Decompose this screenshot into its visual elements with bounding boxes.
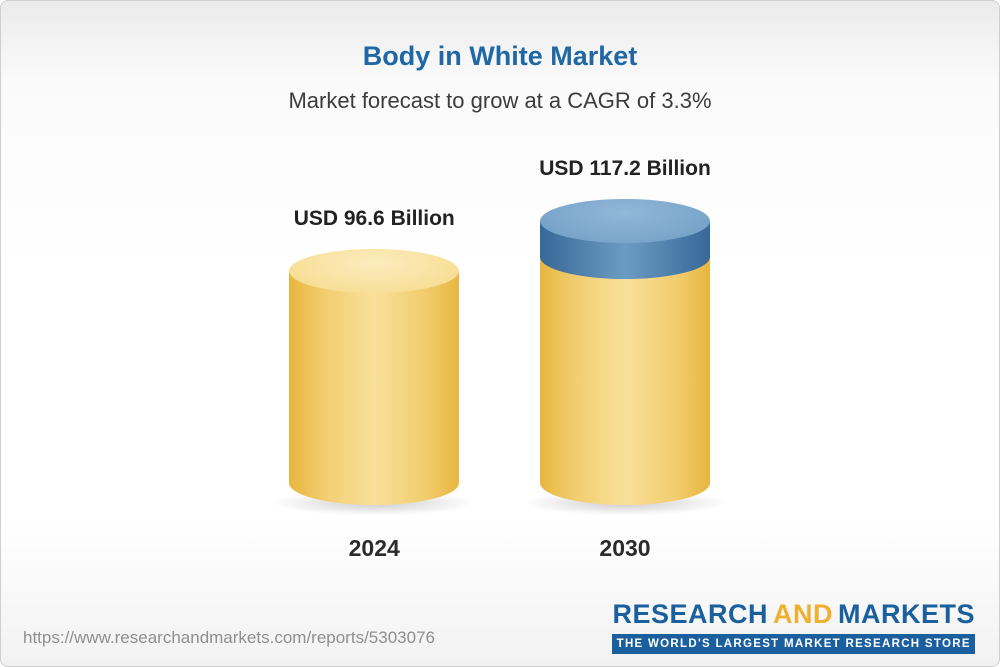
logo-wordmark: RESEARCH AND MARKETS (612, 599, 975, 630)
logo-word-markets: MARKETS (838, 599, 975, 629)
logo-research-and-markets: RESEARCH AND MARKETS THE WORLD'S LARGEST M… (612, 599, 975, 654)
chart-subtitle: Market forecast to grow at a CAGR of 3.3… (288, 88, 712, 113)
x-axis-label: 2024 (348, 535, 400, 561)
logo-tagline: THE WORLD'S LARGEST MARKET RESEARCH STOR… (612, 634, 975, 654)
logo-word-and: AND (773, 599, 833, 629)
cylinder-top-face (289, 249, 460, 293)
bar-group-2030: USD 117.2 Billion 2030 (518, 157, 732, 562)
cylinder (267, 249, 482, 516)
chart-title: Body in White Market (362, 41, 638, 71)
value-label: USD 96.6 Billion (293, 207, 455, 230)
logo-word-research: RESEARCH (612, 599, 768, 629)
cylinder-top-face (540, 199, 710, 243)
cylinder-body (289, 271, 460, 505)
bar-chart: USD 96.6 Billion 2024 USD 117.2 Billion … (1, 157, 999, 562)
source-url: https://www.researchandmarkets.com/repor… (23, 628, 435, 647)
x-axis-label: 2030 (599, 535, 651, 561)
cylinder (518, 199, 732, 516)
bar-group-2024: USD 96.6 Billion 2024 (267, 207, 482, 562)
value-label: USD 117.2 Billion (539, 157, 711, 180)
